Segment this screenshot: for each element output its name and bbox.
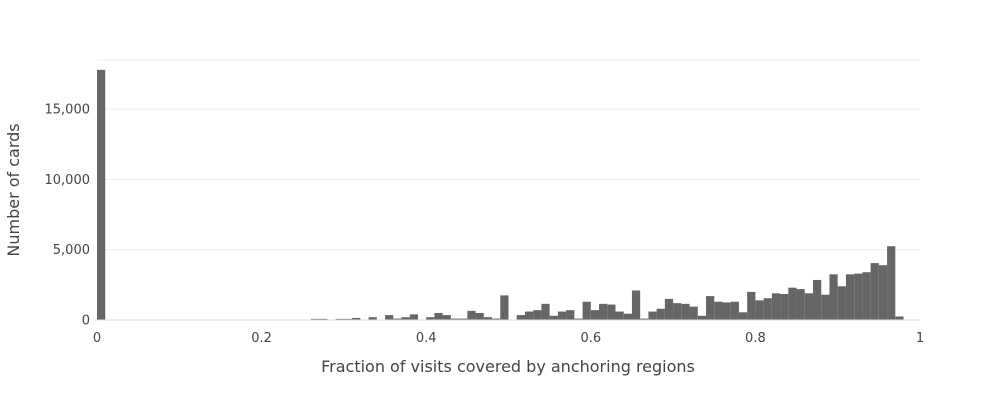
histogram-bar [434,312,443,320]
x-tick-label: 0.8 [745,331,766,346]
histogram-bar [648,311,657,320]
histogram-bar [319,318,328,320]
histogram-bar [804,293,814,320]
histogram-bar [854,273,863,320]
histogram-bar [615,311,624,320]
histogram-bar [845,274,855,320]
histogram-bar [763,298,772,320]
histogram-bar [335,318,344,320]
histogram-bar [837,286,846,320]
histogram-bar [722,302,731,320]
histogram-bar [557,311,567,320]
histogram-bar [689,306,698,320]
histogram-bar [450,318,460,320]
histogram-bar [681,303,690,320]
histogram-bar [656,308,665,320]
histogram-bar [673,303,682,320]
histogram-bar [870,263,879,320]
histogram-bar [483,317,493,320]
histogram-bar [714,301,723,320]
histogram-bar [796,289,805,320]
histogram-bar [343,318,353,320]
histogram-bar [500,295,509,320]
x-axis-title: Fraction of visits covered by anchoring … [321,357,695,376]
histogram-bar [788,287,797,320]
histogram-bar [664,298,674,320]
histogram-bar [442,315,451,320]
histogram-bar [755,300,764,320]
histogram-bar [878,265,888,320]
histogram-bar [574,318,583,320]
histogram-bar [697,315,707,320]
histogram-bar [730,301,739,320]
histogram-bar [821,294,830,320]
histogram-bar [780,294,789,320]
histogram-bar [706,296,715,320]
histogram-bar [771,293,781,320]
histogram-bar [590,310,600,320]
histogram-bar [475,312,484,320]
histogram-bar [533,310,542,320]
histogram-bar [368,317,377,320]
x-tick-label: 0.4 [416,331,437,346]
y-axis-title: Number of cards [4,123,23,256]
histogram-bar [640,318,649,320]
gridlines [97,59,920,251]
y-tick-label: 5,000 [53,243,90,258]
histogram-bar [813,279,822,320]
histogram-bar [738,312,748,320]
histogram-bar [352,317,361,320]
x-tick-label: 0.6 [580,331,601,346]
histogram-bar [459,318,468,320]
x-tick-label: 0 [93,331,101,346]
histogram-bar [426,317,435,320]
histogram-bar [829,274,838,320]
histogram-bar [393,318,402,320]
histogram-bar [747,291,756,320]
histogram-bar [467,310,476,320]
histogram-bar [582,301,591,320]
histogram-bar [631,290,641,320]
histogram-bar [549,315,558,320]
histogram-bar [541,303,550,320]
x-axis-ticks: 0 0.2 0.4 0.6 0.8 1 [93,331,924,346]
histogram-bar [492,318,501,320]
histogram-bar [409,314,418,320]
histogram-bar [623,313,632,320]
y-axis-ticks: 0 5,000 10,000 15,000 [45,103,91,329]
histogram-bar [599,303,608,320]
bars [97,69,904,321]
histogram-bar [310,318,320,320]
y-tick-label: 10,000 [45,173,91,188]
x-tick-label: 1 [916,331,924,346]
y-tick-label: 0 [82,314,90,329]
histogram-bar [862,272,871,320]
histogram-bar [385,315,394,320]
histogram-bar [887,246,896,320]
histogram-bar [524,311,534,320]
x-tick-label: 0.2 [251,331,272,346]
histogram-bar [401,317,410,320]
y-tick-label: 15,000 [45,103,91,118]
histogram-bar [97,69,106,321]
plot-area [97,60,920,320]
histogram-bar [516,315,525,320]
histogram-bar [895,316,904,320]
histogram-bar [607,304,616,320]
histogram-bar [566,310,575,320]
